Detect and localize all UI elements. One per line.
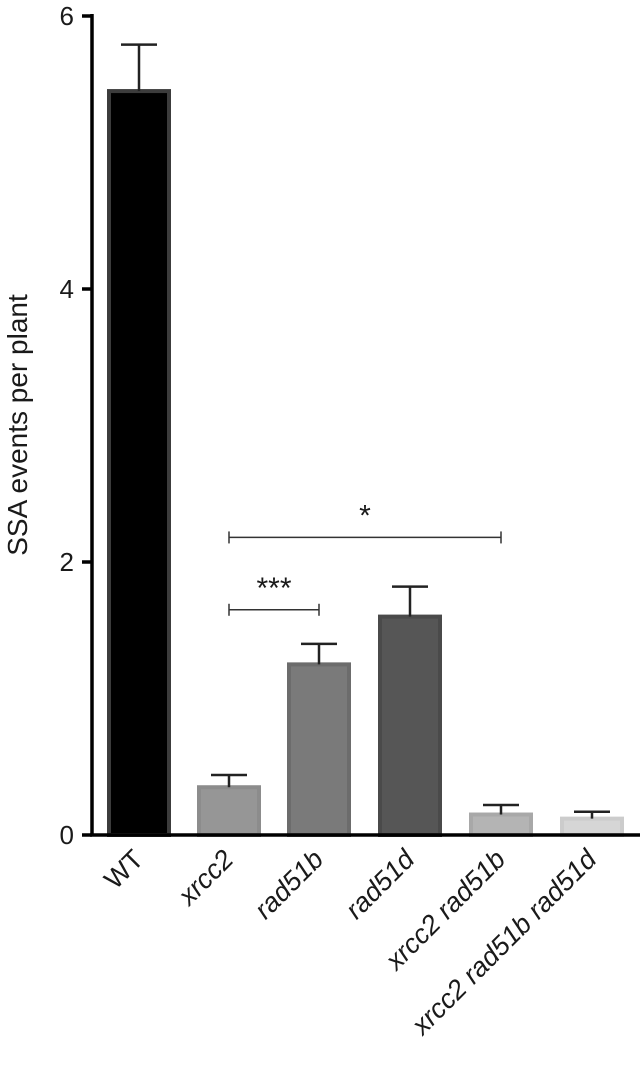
y-tick-label: 4 <box>60 274 74 304</box>
bar-4 <box>378 614 442 837</box>
x-tick-label: xrcc2 <box>171 844 239 912</box>
error-bar-5 <box>483 803 519 815</box>
error-bars <box>121 43 610 819</box>
x-tick-label: xrcc2 rad51b rad51d <box>404 843 602 1041</box>
y-tick-label: 0 <box>60 820 74 850</box>
y-tick-label: 2 <box>60 547 74 577</box>
bar-1 <box>107 89 171 837</box>
error-bar-4 <box>392 585 428 617</box>
bar-6 <box>560 816 624 837</box>
significance-bracket-2: * <box>228 499 502 544</box>
error-bar-1 <box>121 43 157 92</box>
error-bar-6 <box>574 810 610 819</box>
y-axis-title: SSA events per plant <box>2 294 33 556</box>
significance-label: * <box>359 499 371 532</box>
error-bar-2 <box>211 773 247 788</box>
bar-5 <box>469 812 533 838</box>
significance-label: *** <box>256 572 291 605</box>
x-tick-label: WT <box>98 844 149 895</box>
x-tick-label: rad51d <box>340 843 421 924</box>
significance-bracket-1: *** <box>228 572 320 616</box>
significance-annotations: **** <box>228 499 502 616</box>
x-tick-label: rad51b <box>249 844 330 925</box>
bars <box>107 89 624 838</box>
bar-3 <box>287 662 351 837</box>
y-tick-label: 6 <box>60 1 74 31</box>
bar-2 <box>197 785 261 837</box>
error-bar-3 <box>301 642 337 665</box>
y-axis-ticks: 0 2 4 6 <box>60 1 92 850</box>
axes <box>90 14 640 837</box>
